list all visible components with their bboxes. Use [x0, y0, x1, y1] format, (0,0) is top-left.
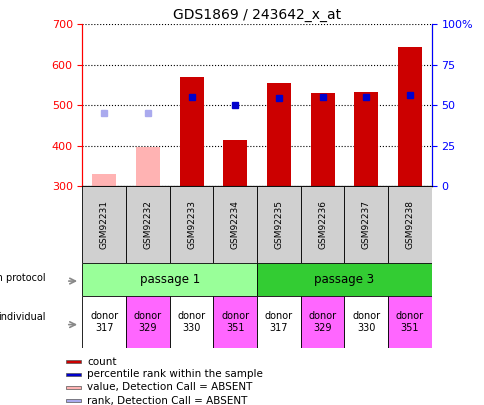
Text: donor
351: donor 351 [395, 311, 423, 333]
Bar [66, 360, 81, 363]
Bar [169, 186, 213, 263]
Text: passage 3: passage 3 [314, 273, 374, 286]
Bar [223, 140, 247, 186]
Bar [66, 373, 81, 376]
Text: percentile rank within the sample: percentile rank within the sample [87, 369, 263, 379]
Bar [66, 399, 81, 403]
Text: value, Detection Call = ABSENT: value, Detection Call = ABSENT [87, 382, 252, 392]
Bar [213, 186, 257, 263]
Text: donor
330: donor 330 [177, 311, 205, 333]
Bar [344, 296, 387, 348]
Text: GSM92236: GSM92236 [318, 200, 326, 249]
Text: passage 1: passage 1 [139, 273, 199, 286]
Bar [179, 77, 203, 186]
Bar [387, 296, 431, 348]
Text: GSM92233: GSM92233 [187, 200, 196, 249]
Text: donor
330: donor 330 [351, 311, 379, 333]
Text: GSM92235: GSM92235 [274, 200, 283, 249]
Bar [344, 186, 387, 263]
Bar [126, 186, 169, 263]
Bar [92, 174, 116, 186]
Text: donor
317: donor 317 [90, 311, 118, 333]
Title: GDS1869 / 243642_x_at: GDS1869 / 243642_x_at [173, 8, 340, 22]
Bar [126, 296, 169, 348]
Bar [169, 296, 213, 348]
Text: GSM92238: GSM92238 [405, 200, 413, 249]
Bar [397, 47, 421, 186]
Bar [136, 147, 160, 186]
Bar [310, 93, 334, 186]
Bar [82, 296, 126, 348]
Bar [82, 186, 126, 263]
Text: donor
317: donor 317 [264, 311, 292, 333]
Text: GSM92237: GSM92237 [361, 200, 370, 249]
Text: count: count [87, 357, 117, 367]
Text: rank, Detection Call = ABSENT: rank, Detection Call = ABSENT [87, 396, 247, 405]
Bar [257, 263, 431, 296]
Text: donor
351: donor 351 [221, 311, 249, 333]
Bar [213, 296, 257, 348]
Bar [66, 386, 81, 389]
Bar [266, 83, 290, 186]
Bar [82, 263, 257, 296]
Text: individual: individual [0, 312, 45, 322]
Text: GSM92232: GSM92232 [143, 200, 152, 249]
Bar [300, 186, 344, 263]
Bar [257, 186, 300, 263]
Text: GSM92234: GSM92234 [230, 200, 239, 249]
Text: donor
329: donor 329 [134, 311, 162, 333]
Bar [353, 92, 378, 186]
Bar [257, 296, 300, 348]
Bar [387, 186, 431, 263]
Text: donor
329: donor 329 [308, 311, 336, 333]
Bar [300, 296, 344, 348]
Text: GSM92231: GSM92231 [100, 200, 108, 249]
Text: growth protocol: growth protocol [0, 273, 45, 283]
